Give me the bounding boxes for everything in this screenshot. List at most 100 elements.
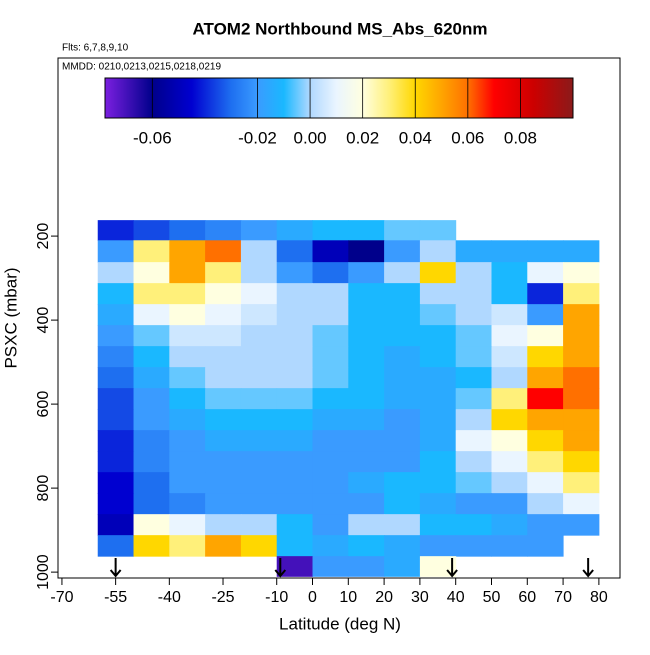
heatmap-cell: [491, 409, 528, 431]
heatmap-cell: [312, 240, 349, 263]
x-tick-label: -25: [211, 589, 234, 606]
x-tick-label: -10: [265, 589, 288, 606]
heatmap-cell: [169, 220, 206, 241]
y-axis-label: PSXC (mbar): [1, 267, 20, 368]
heatmap-cell: [312, 535, 349, 557]
heatmap-cell: [527, 430, 564, 452]
heatmap-cell: [169, 325, 206, 347]
heatmap-cell: [563, 304, 600, 326]
heatmap-cell: [240, 346, 278, 368]
heatmap-cell: [97, 325, 135, 347]
heatmap-cell: [240, 514, 278, 536]
heatmap-cell: [419, 472, 457, 494]
heatmap-cell: [455, 262, 492, 284]
x-tick-label: -70: [50, 589, 73, 606]
heatmap-cell: [384, 220, 421, 241]
x-tick-label: 20: [375, 589, 393, 606]
heatmap-cell: [169, 535, 206, 557]
heatmap-cell: [205, 535, 242, 557]
heatmap-cell: [419, 240, 457, 263]
heatmap-cell: [527, 535, 564, 557]
heatmap-cell: [240, 367, 278, 389]
heatmap-cell: [527, 262, 564, 284]
heatmap-cell: [276, 451, 314, 473]
heatmap-cell: [419, 556, 457, 577]
heatmap-cell: [419, 262, 457, 284]
heatmap-cell: [455, 409, 492, 431]
heatmap-cell: [384, 493, 421, 515]
heatmap-cell: [384, 367, 421, 389]
heatmap-cell: [312, 556, 349, 577]
heatmap-cell: [384, 283, 421, 305]
heatmap-cell: [563, 388, 600, 410]
y-tick-label: 800: [35, 475, 52, 502]
heatmap-cell: [276, 346, 314, 368]
heatmap-cell: [240, 451, 278, 473]
heatmap-cell: [312, 514, 349, 536]
heatmap-cell: [419, 220, 457, 241]
heatmap-cell: [276, 388, 314, 410]
x-tick-label: 0: [308, 589, 317, 606]
flight-arrow: [109, 558, 122, 578]
heatmap-cell: [205, 493, 242, 515]
heatmap-cell: [419, 304, 457, 326]
heatmap-cell: [97, 220, 135, 241]
heatmap-cell: [133, 430, 170, 452]
heatmap-cell: [348, 493, 385, 515]
heatmap-cell: [169, 430, 206, 452]
heatmap-cell: [205, 346, 242, 368]
heatmap-cell: [348, 240, 385, 263]
heatmap-cell: [419, 535, 457, 557]
heatmap-cell: [384, 346, 421, 368]
heatmap-cell: [384, 514, 421, 536]
heatmap-cell: [563, 367, 600, 389]
colorbar-tick-label: 0.02: [346, 128, 379, 147]
heatmap-cell: [133, 493, 170, 515]
heatmap-cell: [240, 493, 278, 515]
heatmap-cell: [276, 367, 314, 389]
heatmap-cell: [419, 325, 457, 347]
heatmap-cell: [419, 367, 457, 389]
heatmap-cell: [455, 493, 492, 515]
heatmap-cell: [240, 262, 278, 284]
heatmap-cell: [133, 535, 170, 557]
heatmap-cell: [240, 325, 278, 347]
heatmap-cell: [384, 472, 421, 494]
x-tick-label: 40: [447, 589, 465, 606]
heatmap-cell: [240, 220, 278, 241]
heatmap-cell: [169, 514, 206, 536]
heatmap-cell: [348, 346, 385, 368]
heatmap-cell: [169, 304, 206, 326]
heatmap-cell: [563, 283, 600, 305]
colorbar-tick-label: 0.08: [504, 128, 537, 147]
heatmap-cell: [384, 325, 421, 347]
heatmap-cell: [312, 262, 349, 284]
heatmap-cell: [97, 514, 135, 536]
heatmap-cell: [491, 240, 528, 263]
heatmap-cell: [563, 346, 600, 368]
x-tick-label: 80: [590, 589, 608, 606]
heatmap-cell: [563, 430, 600, 452]
heatmap-cell: [491, 535, 528, 557]
heatmap-cell: [133, 388, 170, 410]
heatmap-cell: [419, 451, 457, 473]
heatmap-cell: [455, 514, 492, 536]
heatmap-cell: [491, 493, 528, 515]
heatmap-cell: [455, 304, 492, 326]
heatmap-cell: [97, 451, 135, 473]
heatmap-cell: [563, 493, 600, 515]
colorbar-tick-label: 0.00: [294, 128, 327, 147]
heatmap-cell: [276, 325, 314, 347]
heatmap-cell: [312, 367, 349, 389]
heatmap-cell: [563, 409, 600, 431]
heatmap-cell: [276, 240, 314, 263]
heatmap-cell: [240, 409, 278, 431]
heatmap-cell: [527, 451, 564, 473]
heatmap-cell: [97, 409, 135, 431]
x-tick-label: 10: [339, 589, 357, 606]
heatmap-cell: [455, 367, 492, 389]
heatmap-cell: [169, 262, 206, 284]
heatmap-cell: [527, 493, 564, 515]
heatmap-cell: [491, 430, 528, 452]
colorbar: [104, 77, 574, 119]
